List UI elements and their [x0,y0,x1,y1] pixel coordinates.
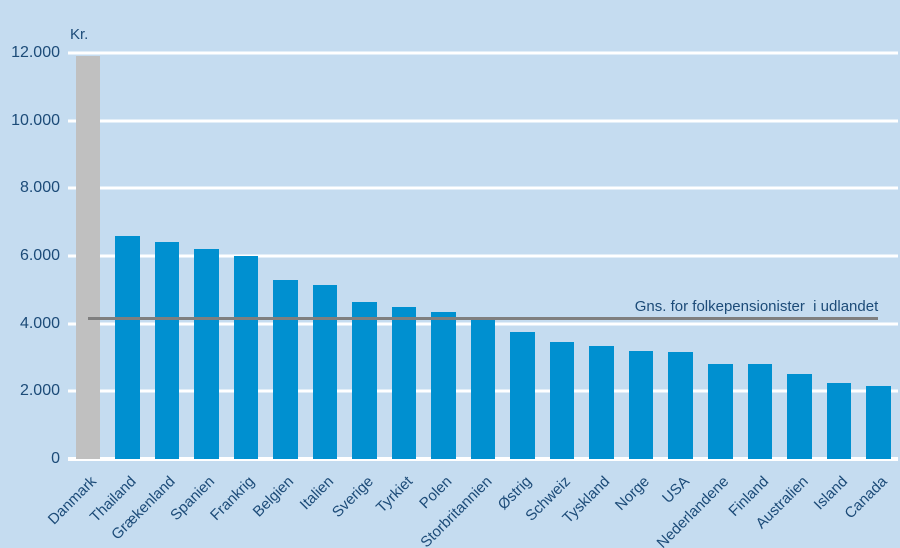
bar-nederlandene [708,364,733,459]
bar-slot-island [819,53,859,459]
x-slot-belgien: Belgien [250,463,306,548]
bars-layer [68,53,898,459]
bar-slot-ostrig [503,53,543,459]
bar-slot-australien [780,53,820,459]
bar-slot-tyskland [582,53,622,459]
bar-storbritannien [470,320,496,459]
bar-slot-belgien [266,53,306,459]
average-line [87,317,879,321]
bar-slot-norge [621,53,661,459]
bar-slot-danmark [68,53,108,459]
y-tick-label: 6.000 [19,247,60,264]
bar-slot-tyrkiet [384,53,424,459]
y-tick-label: 8.000 [19,179,60,197]
x-slot-norge: Norge [612,463,661,548]
x-label-usa: USA [658,473,693,507]
bar-slot-frankrig [226,53,266,459]
y-axis-tick [68,254,78,258]
y-axis-tick [68,51,78,55]
bar-slot-polen [424,53,464,459]
y-axis-unit-label: Kr. [70,26,89,43]
bar-slot-thailand [108,53,148,459]
bar-finland [747,364,773,459]
bar-tyrkiet [391,306,417,459]
bar-sverige [352,301,377,459]
bar-spanien [194,249,219,459]
y-axis-tick [68,186,78,190]
bar-australien [787,374,812,459]
x-slot-canada: Canada [841,463,899,548]
gridline [68,186,898,190]
y-tick-label: 0 [51,450,60,467]
x-slot-tyrkiet: Tyrkiet [373,463,424,548]
y-axis-tick [68,389,78,393]
bar-island [826,382,852,459]
gridline [68,254,898,258]
bar-slot-usa [661,53,701,459]
plot-area: Gns. for folkepensionister i udlandet [68,51,898,461]
y-axis-tick [68,119,78,123]
y-tick-label: 2.000 [19,382,60,400]
bar-canada [866,386,891,459]
bar-graekenland [154,242,180,459]
gridline [68,457,898,461]
x-slot-storbritannien: Storbritannien [417,463,503,548]
y-tick-label: 4.000 [19,314,60,332]
bar-slot-graekenland [147,53,187,459]
x-label-danmark: Danmark [44,473,100,529]
bar-norge [628,350,654,459]
bar-slot-sverige [345,53,385,459]
bar-slot-italien [305,53,345,459]
bar-danmark [75,56,101,459]
bar-polen [431,311,456,459]
bar-italien [312,284,338,459]
bar-frankrig [233,256,259,459]
bar-slot-storbritannien [463,53,503,459]
average-line-label: Gns. for folkepensionister i udlandet [634,298,879,316]
bar-slot-spanien [187,53,227,459]
y-tick-label: 12.000 [11,44,60,61]
x-slot-australien: Australien [752,463,820,548]
y-axis-tick-labels: 12.000 10.000 8.000 6.000 4.000 2.000 0 [0,44,60,467]
bar-usa [668,352,693,459]
bar-belgien [273,279,298,459]
bar-tyskland [589,345,614,459]
bar-ostrig [510,332,535,459]
bar-slot-canada [859,53,899,459]
bar-slot-schweiz [542,53,582,459]
bar-slot-finland [740,53,780,459]
x-axis-category-labels: Danmark Thailand Grækenland Spanien Frankrig… [45,463,899,548]
y-axis-tick [68,322,78,326]
gridline [68,51,898,55]
gridline [68,119,898,123]
y-tick-label: 10.000 [11,111,60,129]
y-axis-tick [68,457,78,461]
bar-schweiz [549,342,575,459]
bar-thailand [115,235,140,459]
bar-slot-nederlandene [701,53,741,459]
